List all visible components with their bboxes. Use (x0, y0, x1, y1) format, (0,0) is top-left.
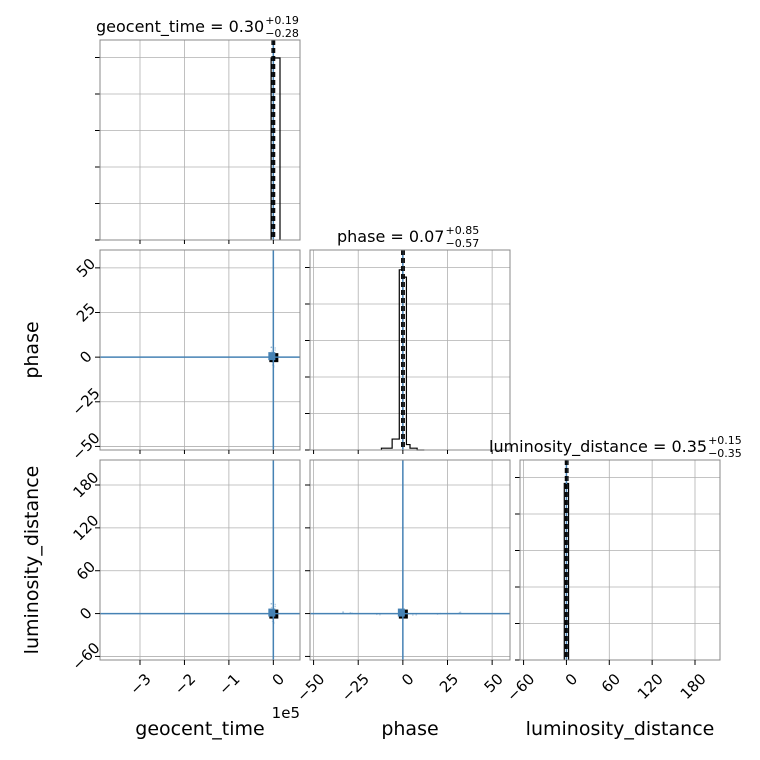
y-tick-label: 180 (70, 469, 103, 502)
panel-frame (309, 249, 511, 451)
panel-frame (309, 459, 511, 661)
density-contour (397, 608, 405, 617)
y-tick-label: −60 (68, 639, 103, 674)
sample-point (270, 602, 273, 605)
sample-point (412, 614, 414, 616)
y-axis-label: phase (21, 321, 43, 378)
panel-phase-vs-phase (305, 249, 511, 451)
sample-point (274, 605, 277, 608)
title-lower-error: −0.28 (265, 27, 299, 40)
x-axis-label: luminosity_distance (526, 718, 715, 740)
x-tick-label: −60 (503, 670, 538, 705)
x-axis-label: geocent_time (135, 718, 264, 740)
x-tick-label: −3 (126, 670, 154, 698)
sample-point (270, 346, 273, 349)
y-tick-label: 25 (73, 299, 99, 325)
sample-point (342, 611, 345, 613)
x-axis-label: phase (381, 718, 438, 740)
density-contour (268, 352, 276, 361)
x-tick-label: 0 (398, 670, 417, 689)
sample-point (415, 614, 418, 616)
x-tick-label: −2 (171, 670, 199, 698)
x-tick-label: 120 (634, 670, 667, 703)
x-tick-label: −50 (293, 670, 328, 705)
histogram-step (270, 57, 281, 240)
panel-luminosity_distance-vs-geocent_time (99, 459, 301, 661)
y-tick-label: 0 (76, 604, 95, 623)
sample-point (270, 346, 273, 349)
x-tick-label: 0 (269, 670, 288, 689)
x-tick-label: 180 (677, 670, 710, 703)
panel-geocent_time-vs-geocent_time (95, 39, 301, 241)
title-upper-error: +0.15 (708, 434, 742, 447)
sample-point (270, 603, 273, 605)
y-tick-label: 50 (73, 255, 99, 281)
sample-point (270, 606, 273, 609)
panel-phase-vs-geocent_time (99, 249, 301, 451)
title-upper-error: +0.85 (445, 224, 479, 237)
sample-point (274, 347, 277, 349)
sample-point (459, 611, 462, 613)
y-tick-label: 120 (70, 511, 103, 544)
panel-frame (519, 459, 721, 661)
panel-luminosity_distance-vs-luminosity_distance (515, 459, 721, 661)
x-tick-label: −1 (215, 670, 243, 698)
y-tick-label: 0 (76, 347, 95, 366)
sample-point (270, 350, 273, 352)
axis-offset-text: 1e5 (272, 704, 300, 722)
x-tick-label: −25 (338, 670, 373, 705)
x-tick-label: 60 (598, 670, 624, 696)
title-lower-error: −0.35 (708, 447, 742, 460)
panel-title-geocent_time: geocent_time = 0.30 (96, 17, 264, 37)
sample-point (274, 349, 277, 351)
panel-frame (99, 39, 301, 241)
panel-frame (99, 249, 301, 451)
y-axis-label: luminosity_distance (21, 466, 43, 655)
sample-point (274, 603, 277, 606)
x-tick-label: 25 (436, 670, 462, 696)
y-tick-label: −25 (68, 384, 103, 419)
density-contour (268, 608, 276, 617)
x-tick-label: 0 (562, 670, 581, 689)
panel-title-luminosity_distance: luminosity_distance = 0.35 (489, 437, 707, 457)
sample-point (379, 613, 381, 616)
y-tick-label: 60 (73, 558, 99, 584)
sample-point (342, 611, 344, 613)
panel-luminosity_distance-vs-phase (309, 459, 511, 661)
panel-frame (99, 459, 301, 661)
title-lower-error: −0.57 (445, 237, 479, 250)
panel-title-phase: phase = 0.07 (337, 227, 444, 246)
title-upper-error: +0.19 (265, 14, 299, 27)
y-tick-label: −50 (68, 429, 103, 464)
